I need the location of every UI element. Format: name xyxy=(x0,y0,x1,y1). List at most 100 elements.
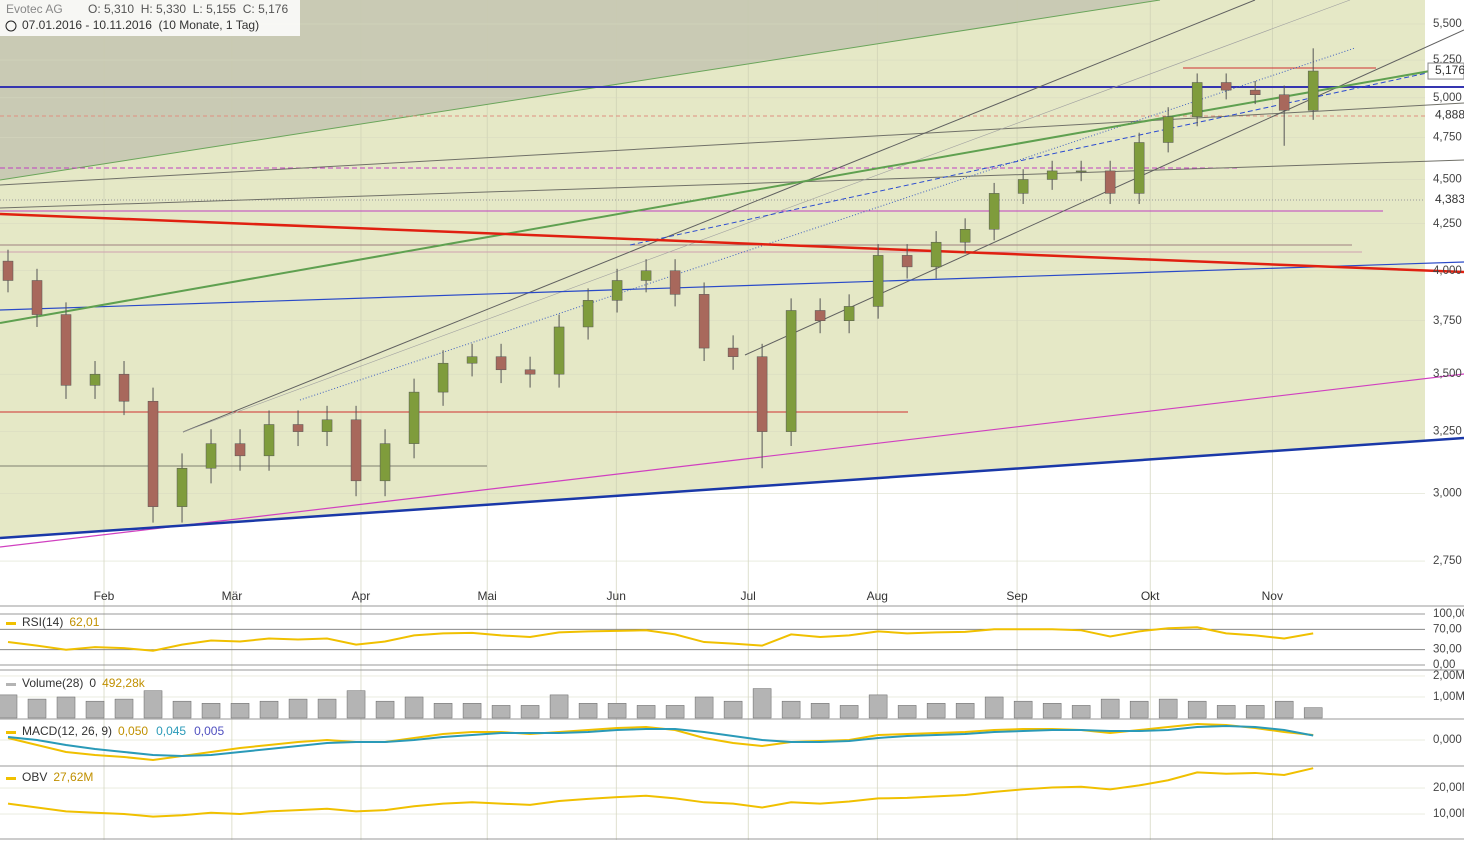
candle-body xyxy=(553,326,565,375)
x-tick-label: Jul xyxy=(741,589,756,603)
candle-body xyxy=(1162,116,1174,143)
candle-body xyxy=(988,193,1000,230)
legend-name: Volume(28) xyxy=(22,676,83,690)
drawings xyxy=(0,0,1464,548)
trend-line xyxy=(0,102,1464,186)
candle-body xyxy=(698,294,710,349)
volume-bar xyxy=(810,703,830,719)
volume-bar xyxy=(114,698,134,719)
candle-body xyxy=(1046,170,1058,180)
volume-bar xyxy=(1274,700,1294,719)
candle-body xyxy=(350,419,362,482)
volume-bar xyxy=(317,698,337,719)
volume-bar xyxy=(230,703,250,719)
legend-name: RSI(14) xyxy=(22,615,63,629)
candle-body xyxy=(1133,142,1145,194)
volume-bar xyxy=(346,690,366,719)
candle-body xyxy=(1191,82,1203,117)
x-tick-label: Nov xyxy=(1262,589,1283,603)
volume-bar xyxy=(143,690,163,719)
price-tag-label: 5,176 xyxy=(1435,63,1464,77)
marks xyxy=(0,48,1323,818)
y-tick-label: 5,000 xyxy=(1433,92,1462,104)
trend-line xyxy=(0,0,1161,181)
candle-body xyxy=(669,270,681,295)
volume-bar xyxy=(1013,700,1033,719)
candle-body xyxy=(495,356,507,371)
candle-body xyxy=(234,443,246,457)
legend-value: 0,005 xyxy=(194,724,224,738)
ohlc-legend: O: 5,310 H: 5,330 L: 5,155 C: 5,176 xyxy=(88,2,288,16)
candle-body xyxy=(176,467,188,507)
candle-body xyxy=(640,270,652,281)
candle-body xyxy=(814,310,826,321)
candle-body xyxy=(437,362,449,393)
legend-name: MACD(12, 26, 9) xyxy=(22,724,112,738)
candle-body xyxy=(1278,94,1290,111)
x-tick-label: Sep xyxy=(1006,589,1028,603)
volume-bar xyxy=(433,703,453,719)
candle-body xyxy=(292,424,304,432)
volume-bar xyxy=(172,700,192,719)
y-tick-label: 3,500 xyxy=(1433,368,1462,380)
y-tick-label: 5,500 xyxy=(1433,18,1462,30)
trend-line xyxy=(0,261,1464,311)
legend-value: 0,045 xyxy=(156,724,186,738)
candle-body xyxy=(756,356,768,432)
volume-bar xyxy=(694,696,714,719)
x-tick-label: Feb xyxy=(94,589,115,603)
candle-body xyxy=(1249,89,1261,95)
x-tick-label: Mär xyxy=(222,589,243,603)
candle-body xyxy=(901,255,913,268)
candle-body xyxy=(2,260,14,281)
trend-line xyxy=(0,64,1464,324)
y-tick-label: 3,000 xyxy=(1433,488,1462,500)
volume-bar xyxy=(201,703,221,719)
y-tick-label: 4,000 xyxy=(1433,265,1462,277)
y-tick-label: 0,000 xyxy=(1433,734,1462,746)
candle-body xyxy=(31,280,43,315)
trend-line xyxy=(629,64,1464,246)
candle-body xyxy=(582,300,594,328)
chart-title: Evotec AG xyxy=(6,2,63,16)
volume-bar xyxy=(1100,698,1120,719)
chart-subtitle: 07.01.2016 - 10.11.2016 (10 Monate, 1 Ta… xyxy=(22,18,259,32)
volume-bar xyxy=(56,696,76,719)
indicator-line xyxy=(7,724,1314,758)
volume-bar xyxy=(1071,705,1091,719)
volume-bar xyxy=(578,703,598,719)
volume-bar xyxy=(955,703,975,719)
volume-bar xyxy=(462,703,482,719)
volume-bar xyxy=(752,688,772,719)
price-tag xyxy=(1428,191,1464,208)
candle-body xyxy=(60,314,72,386)
candle-body xyxy=(1017,179,1029,194)
volume-bar xyxy=(723,700,743,719)
x-tick-label: Apr xyxy=(352,589,371,603)
candle-body xyxy=(1075,170,1087,173)
legend-value: 27,62M xyxy=(53,770,93,784)
volume-bar xyxy=(636,705,656,719)
channel-line xyxy=(182,0,1256,433)
clock-icon xyxy=(5,20,17,32)
indicator-line xyxy=(7,767,1314,818)
volume-bar xyxy=(926,703,946,719)
channel-line xyxy=(744,29,1464,356)
price-tag-label: 4,383 xyxy=(1435,192,1464,206)
volume-bar xyxy=(1129,700,1149,719)
trend-line xyxy=(0,373,1464,548)
volume-bar xyxy=(1158,698,1178,719)
y-tick-label: 70,00 xyxy=(1433,623,1462,635)
y-tick-label: 1,00M xyxy=(1433,691,1464,703)
candle-body xyxy=(1104,170,1116,194)
candle-body xyxy=(321,419,333,432)
y-tick-label: 100,00 xyxy=(1433,608,1464,620)
volume-bar xyxy=(549,694,569,719)
volume-bar xyxy=(520,705,540,719)
y-tick-label: 3,250 xyxy=(1433,426,1462,438)
legend-value: 0,050 xyxy=(118,724,148,738)
candle-body xyxy=(118,373,130,402)
y-tick-label: 10,00M xyxy=(1433,808,1464,820)
y-tick-label: 2,00M xyxy=(1433,670,1464,682)
